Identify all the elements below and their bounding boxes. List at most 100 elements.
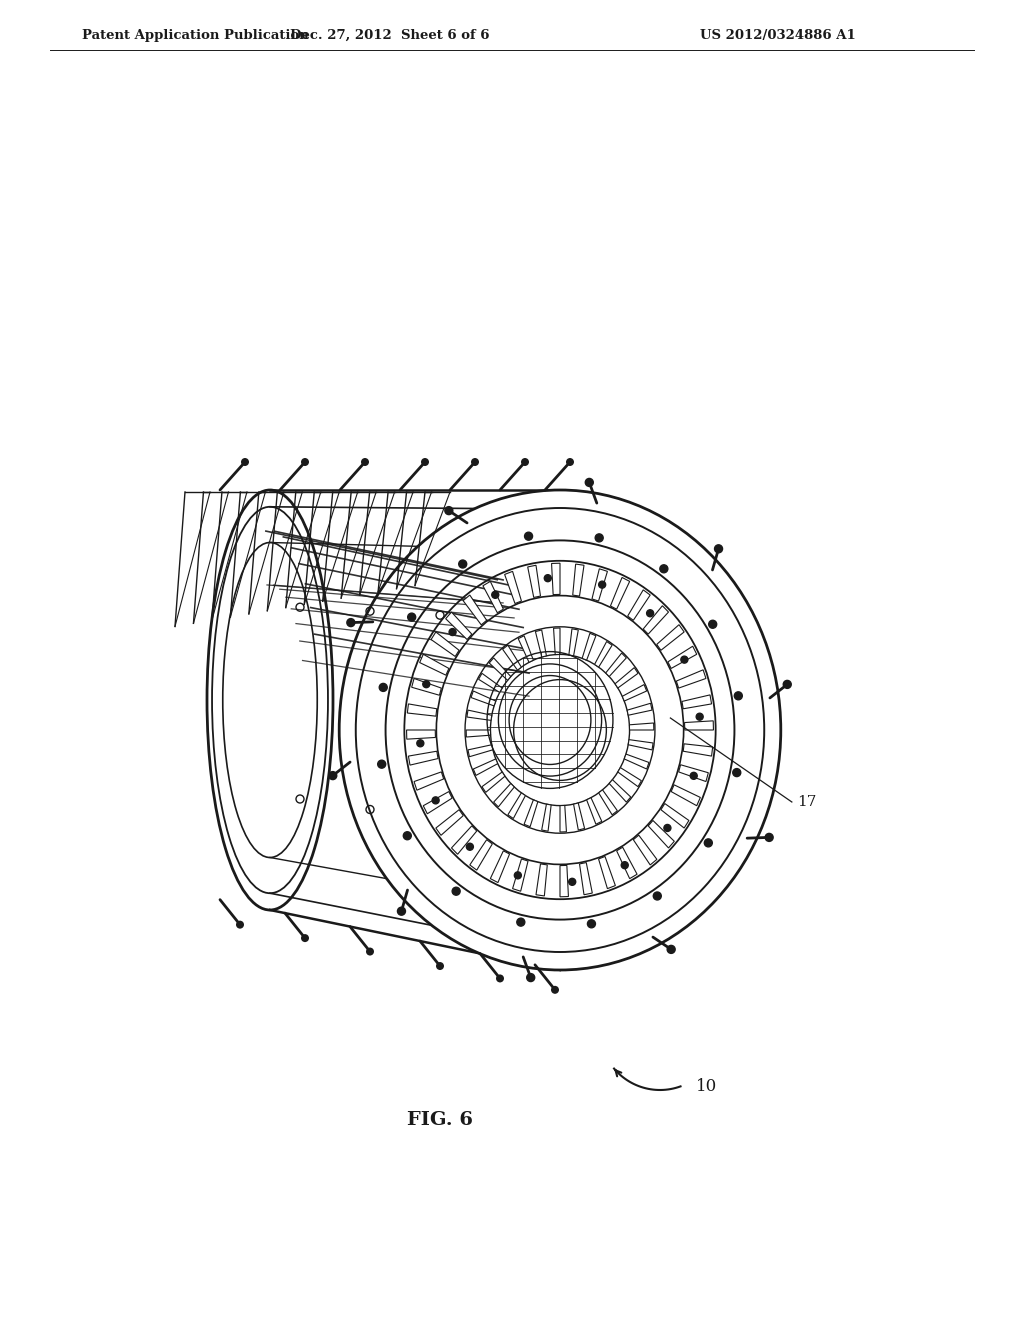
Circle shape bbox=[709, 620, 717, 628]
Circle shape bbox=[664, 825, 671, 832]
Text: Patent Application Publication: Patent Application Publication bbox=[82, 29, 309, 41]
Polygon shape bbox=[671, 785, 700, 805]
Polygon shape bbox=[683, 744, 713, 756]
Polygon shape bbox=[270, 490, 560, 970]
Polygon shape bbox=[560, 866, 568, 896]
Circle shape bbox=[378, 760, 386, 768]
Polygon shape bbox=[609, 780, 631, 803]
Polygon shape bbox=[505, 572, 521, 603]
Polygon shape bbox=[423, 792, 453, 813]
Polygon shape bbox=[409, 751, 438, 766]
Polygon shape bbox=[643, 606, 669, 634]
Circle shape bbox=[690, 772, 697, 779]
Polygon shape bbox=[648, 821, 675, 847]
Circle shape bbox=[329, 772, 337, 780]
Polygon shape bbox=[445, 612, 472, 639]
Circle shape bbox=[551, 986, 559, 994]
Polygon shape bbox=[656, 624, 684, 651]
Circle shape bbox=[379, 684, 387, 692]
Circle shape bbox=[568, 878, 575, 886]
Polygon shape bbox=[436, 809, 463, 836]
Text: US 2012/0324886 A1: US 2012/0324886 A1 bbox=[700, 29, 856, 41]
Polygon shape bbox=[660, 804, 689, 828]
Circle shape bbox=[668, 945, 675, 953]
Circle shape bbox=[734, 692, 742, 700]
Circle shape bbox=[236, 920, 244, 929]
Text: 18: 18 bbox=[421, 569, 440, 583]
Polygon shape bbox=[494, 784, 514, 807]
Circle shape bbox=[545, 574, 551, 582]
Polygon shape bbox=[685, 721, 714, 730]
Polygon shape bbox=[407, 730, 435, 739]
Polygon shape bbox=[420, 655, 449, 675]
Circle shape bbox=[681, 656, 688, 663]
Circle shape bbox=[514, 871, 521, 879]
Circle shape bbox=[459, 560, 467, 568]
Circle shape bbox=[517, 919, 525, 927]
Circle shape bbox=[403, 832, 412, 840]
Polygon shape bbox=[595, 642, 612, 667]
Circle shape bbox=[715, 545, 723, 553]
Polygon shape bbox=[412, 678, 441, 696]
Polygon shape bbox=[482, 772, 505, 792]
Polygon shape bbox=[490, 851, 510, 883]
Circle shape bbox=[366, 948, 374, 956]
Circle shape bbox=[453, 887, 460, 895]
Polygon shape bbox=[414, 772, 443, 791]
Polygon shape bbox=[508, 793, 525, 818]
Polygon shape bbox=[616, 847, 637, 879]
Polygon shape bbox=[599, 789, 617, 814]
Polygon shape bbox=[580, 862, 592, 895]
Polygon shape bbox=[573, 803, 585, 830]
Circle shape bbox=[432, 797, 439, 804]
Circle shape bbox=[595, 533, 603, 543]
Circle shape bbox=[733, 768, 740, 776]
Polygon shape bbox=[610, 577, 630, 609]
Polygon shape bbox=[536, 630, 547, 657]
Circle shape bbox=[421, 458, 429, 466]
Polygon shape bbox=[628, 739, 653, 750]
Polygon shape bbox=[524, 800, 538, 826]
Circle shape bbox=[521, 458, 529, 466]
Circle shape bbox=[471, 458, 479, 466]
Polygon shape bbox=[468, 744, 493, 756]
Polygon shape bbox=[408, 704, 437, 717]
Polygon shape bbox=[527, 565, 541, 598]
Circle shape bbox=[301, 935, 309, 942]
Polygon shape bbox=[668, 647, 696, 668]
Polygon shape bbox=[483, 581, 504, 612]
Polygon shape bbox=[627, 704, 652, 715]
Circle shape bbox=[765, 833, 773, 841]
Circle shape bbox=[444, 507, 453, 515]
Polygon shape bbox=[452, 826, 477, 854]
Circle shape bbox=[783, 680, 792, 689]
Circle shape bbox=[361, 458, 369, 466]
Text: 10: 10 bbox=[695, 1078, 717, 1094]
Polygon shape bbox=[582, 634, 596, 660]
Polygon shape bbox=[470, 840, 493, 870]
Circle shape bbox=[241, 458, 249, 466]
Circle shape bbox=[659, 565, 668, 573]
Circle shape bbox=[524, 532, 532, 540]
Circle shape bbox=[423, 681, 430, 688]
Circle shape bbox=[599, 581, 605, 589]
Polygon shape bbox=[513, 859, 528, 891]
Polygon shape bbox=[536, 863, 547, 896]
Ellipse shape bbox=[207, 490, 333, 909]
Polygon shape bbox=[467, 710, 492, 721]
Polygon shape bbox=[542, 804, 551, 832]
Polygon shape bbox=[489, 657, 511, 680]
Polygon shape bbox=[466, 730, 490, 737]
Polygon shape bbox=[633, 836, 656, 865]
Polygon shape bbox=[554, 628, 560, 655]
Polygon shape bbox=[617, 768, 641, 787]
Polygon shape bbox=[572, 564, 584, 597]
Circle shape bbox=[586, 478, 593, 487]
Polygon shape bbox=[605, 653, 627, 677]
Circle shape bbox=[566, 458, 574, 466]
Polygon shape bbox=[615, 668, 638, 688]
Circle shape bbox=[450, 628, 456, 635]
Polygon shape bbox=[431, 632, 459, 656]
Circle shape bbox=[397, 907, 406, 915]
Circle shape bbox=[526, 974, 535, 982]
